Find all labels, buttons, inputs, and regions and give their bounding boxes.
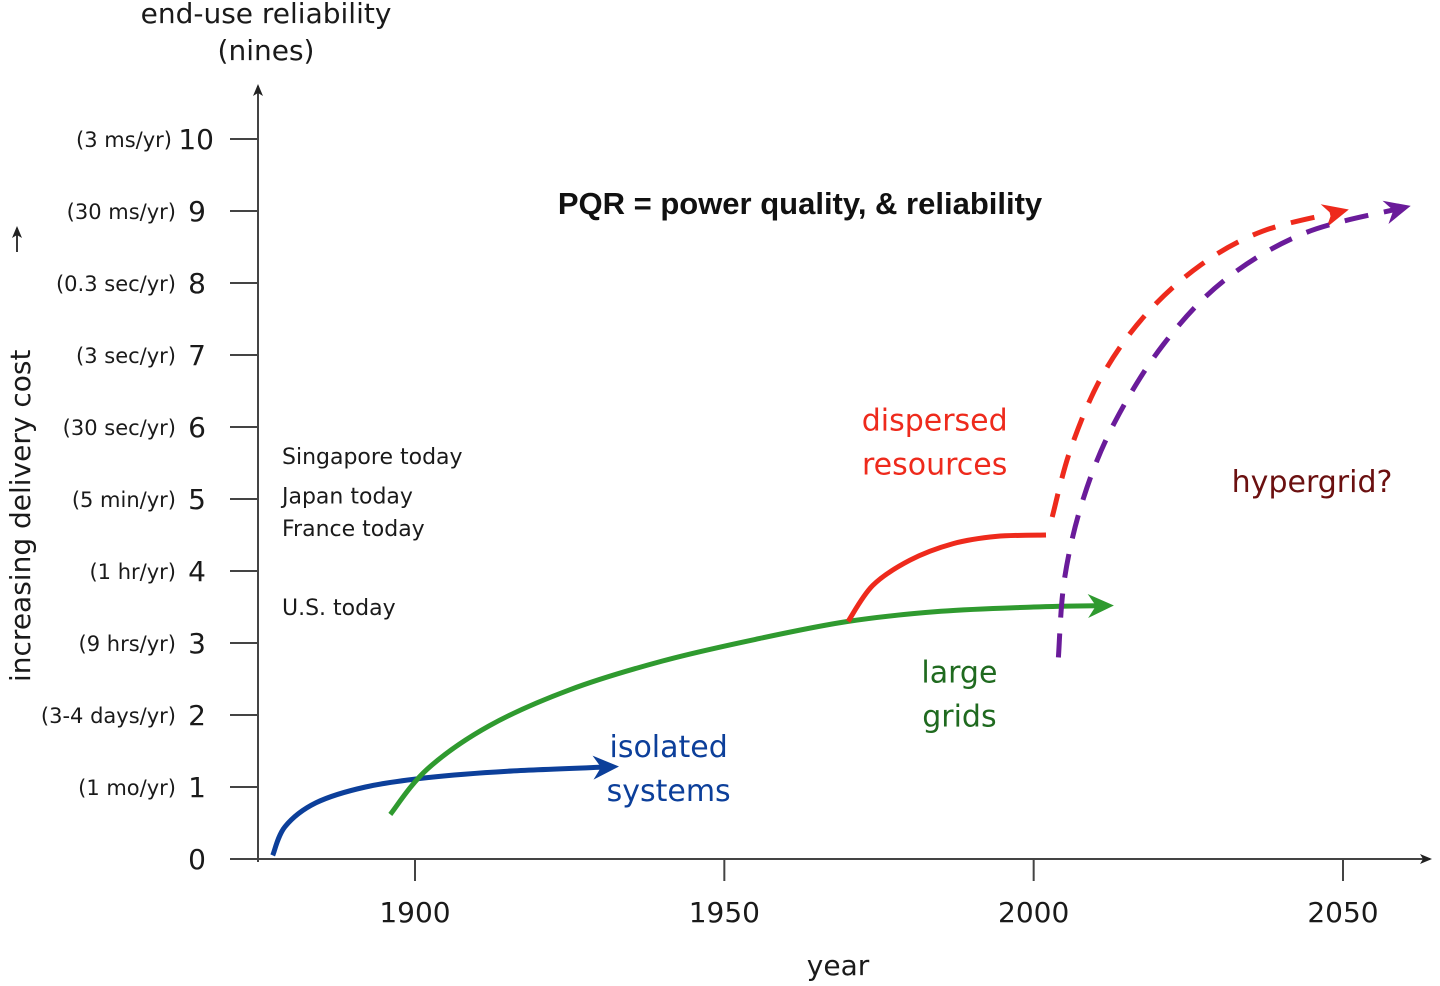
series-arrowhead-dispersed-resources-projected (1320, 204, 1349, 228)
annotation-label: resources (862, 448, 1007, 483)
series-arrowhead-large-grids (1087, 593, 1114, 618)
series-line-large-grids (388, 603, 1108, 816)
cost-axis-label: increasing delivery cost (4, 350, 37, 682)
y-tick-description: (1 mo/yr) (78, 776, 176, 800)
x-tick-label: 1900 (379, 896, 450, 929)
y-tick-description: (3 sec/yr) (76, 344, 176, 368)
series-arrowhead-isolated-systems (592, 755, 619, 780)
y-tick-description: (1 hr/yr) (89, 560, 176, 584)
annotation-label: hypergrid? (1232, 465, 1393, 500)
y-tick-label: 4 (188, 555, 206, 588)
series-group (270, 200, 1411, 857)
series-line-dispersed-resources-projected (1049, 208, 1344, 518)
country-markers: Singapore today Japan today France today U.… (280, 445, 463, 621)
annotations-group: isolated systems large grids dispersed resour… (607, 404, 1393, 809)
y-tick-label: 6 (188, 411, 206, 444)
y-tick-description: (9 hrs/yr) (79, 632, 176, 656)
y-axis-title-line1: end-use reliability (141, 0, 392, 30)
y-tick-description: (30 sec/yr) (63, 416, 176, 440)
y-tick-description: (5 min/yr) (72, 488, 176, 512)
y-tick-label: 0 (188, 843, 206, 876)
y-tick-description: (0.3 sec/yr) (56, 272, 176, 296)
x-axis-ticks: 1900 1950 2000 2050 (379, 859, 1379, 929)
series-line-hypergrid-projected (1055, 204, 1406, 658)
country-marker-label: Singapore today (282, 445, 463, 470)
y-tick-label: 9 (188, 195, 206, 228)
y-tick-description: (30 ms/yr) (67, 200, 176, 224)
cost-axis: increasing delivery cost (4, 226, 37, 682)
country-marker-label: France today (282, 517, 425, 542)
series-line-dispersed-resources (846, 532, 1047, 623)
y-tick-label: 3 (188, 627, 206, 660)
series-arrowhead-hypergrid-projected (1382, 200, 1411, 224)
y-axis-title-line2: (nines) (218, 34, 315, 67)
y-tick-label: 10 (178, 123, 214, 156)
y-tick-label: 5 (188, 483, 206, 516)
x-axis-title: year (807, 949, 870, 982)
annotation-label: large (921, 656, 997, 691)
y-tick-description: (3 ms/yr) (76, 128, 172, 152)
y-axis-ticks: 0 1 (1 mo/yr) 2 (3-4 days/yr) 3 (9 hrs/yr) 4 (1 … (41, 123, 258, 876)
x-tick-label: 2050 (1307, 896, 1378, 929)
country-marker-label: Japan today (280, 484, 413, 509)
series-line-isolated-systems (270, 764, 614, 857)
country-marker-label: U.S. today (282, 596, 396, 621)
chart-title: PQR = power quality, & reliability (558, 186, 1043, 221)
annotation-label: grids (922, 700, 996, 735)
y-tick-label: 7 (188, 339, 206, 372)
y-tick-label: 2 (188, 699, 206, 732)
y-tick-description: (3-4 days/yr) (41, 704, 176, 728)
x-tick-label: 1950 (689, 896, 760, 929)
x-tick-label: 2000 (998, 896, 1069, 929)
annotation-label: isolated (609, 730, 727, 765)
annotation-label: systems (607, 774, 731, 809)
annotation-label: dispersed (862, 404, 1008, 439)
y-tick-label: 1 (188, 771, 206, 804)
y-tick-label: 8 (188, 267, 206, 300)
